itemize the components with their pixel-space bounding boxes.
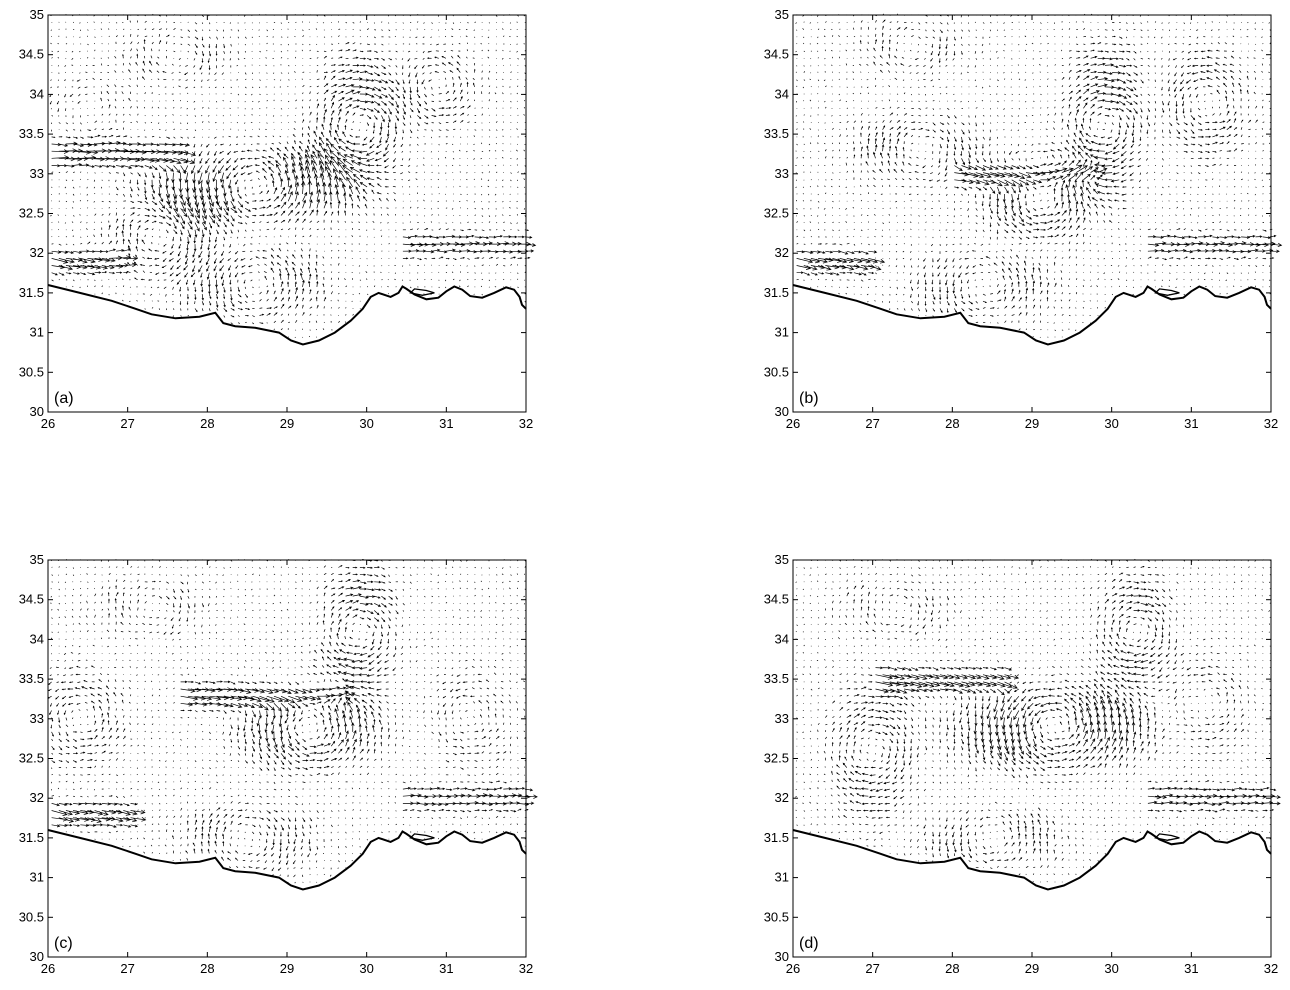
- panel-label: (c): [54, 935, 73, 952]
- coastline: [792, 284, 1272, 346]
- x-tick-label: 31: [439, 961, 453, 976]
- y-tick-label: 35: [30, 7, 44, 22]
- y-tick-label: 35: [30, 552, 44, 567]
- x-tick-label: 30: [1104, 961, 1118, 976]
- y-tick-label: 30: [30, 949, 44, 964]
- quiver-plot-c: 26 27 28 29 30 31 32 30 30.5 31 31.5 32 32.5 33 33.5 34…: [19, 552, 538, 976]
- panel-label: (d): [799, 935, 819, 952]
- panel-d: 26 27 28 29 30 31 32 30 30.5 31 31.5 32 32.5 33 33.5 34…: [745, 545, 1290, 990]
- plot-frame: [792, 559, 1272, 958]
- x-tick-label: 31: [439, 416, 453, 431]
- quiver-plot-a: 26 27 28 29 30 31 32 30 30.5 31 31.5 32 32.5 33 33.5 34…: [19, 7, 537, 431]
- y-tick-label: 31.5: [764, 285, 789, 300]
- x-tick-label: 29: [280, 416, 294, 431]
- x-tick-label: 27: [865, 961, 879, 976]
- x-tick-label: 28: [200, 961, 214, 976]
- y-tick-label: 31.5: [19, 830, 44, 845]
- y-tick-label: 33: [30, 711, 44, 726]
- panel-a: 26 27 28 29 30 31 32 30 30.5 31 31.5 32 32.5 33 33.5 34…: [0, 0, 560, 445]
- y-tick-label: 33.5: [19, 671, 44, 686]
- x-tick-label: 30: [1104, 416, 1118, 431]
- y-tick-label: 34: [775, 86, 789, 101]
- x-tick-label: 32: [1264, 416, 1278, 431]
- y-tick-label: 30.5: [19, 909, 44, 924]
- x-tick-label: 32: [519, 416, 533, 431]
- quiver-field: [49, 13, 537, 338]
- y-tick-label: 31.5: [764, 830, 789, 845]
- y-tick-label: 33: [775, 711, 789, 726]
- x-tick-label: 31: [1184, 961, 1198, 976]
- lagoon-outline: [409, 288, 435, 296]
- y-tick-label: 30.5: [764, 909, 789, 924]
- y-tick-label: 31.5: [19, 285, 44, 300]
- x-tick-label: 26: [786, 416, 800, 431]
- y-tick-label: 32: [775, 245, 789, 260]
- plot-frame: [47, 559, 527, 958]
- x-tick-label: 29: [280, 961, 294, 976]
- y-tick-label: 30.5: [764, 364, 789, 379]
- y-tick-label: 33.5: [764, 671, 789, 686]
- y-tick-label: 30.5: [19, 364, 44, 379]
- x-tick-label: 27: [120, 961, 134, 976]
- x-tick-label: 29: [1025, 416, 1039, 431]
- y-tick-label: 32: [30, 245, 44, 260]
- x-tick-label: 26: [41, 416, 55, 431]
- plot-frame: [792, 14, 1272, 413]
- y-tick-label: 31: [775, 870, 789, 885]
- y-tick-label: 34: [30, 631, 44, 646]
- coastline: [47, 284, 527, 346]
- y-tick-label: 31: [30, 870, 44, 885]
- quiver-plot-b: 26 27 28 29 30 31 32 30 30.5 31 31.5 32 32.5 33 33.5 34…: [764, 7, 1283, 431]
- y-tick-label: 35: [775, 552, 789, 567]
- plot-frame: [47, 14, 527, 413]
- y-tick-label: 34: [775, 631, 789, 646]
- x-tick-label: 28: [945, 961, 959, 976]
- x-tick-label: 26: [786, 961, 800, 976]
- x-tick-label: 26: [41, 961, 55, 976]
- x-tick-label: 29: [1025, 961, 1039, 976]
- quiver-field: [795, 13, 1283, 338]
- y-tick-label: 32.5: [764, 206, 789, 221]
- x-tick-label: 27: [865, 416, 879, 431]
- y-tick-label: 30: [775, 404, 789, 419]
- y-tick-label: 34.5: [19, 47, 44, 62]
- quiver-plot-d: 26 27 28 29 30 31 32 30 30.5 31 31.5 32 32.5 33 33.5 34…: [764, 552, 1281, 976]
- lagoon-outline: [1154, 833, 1180, 841]
- y-tick-label: 33: [775, 166, 789, 181]
- y-tick-label: 34: [30, 86, 44, 101]
- panel-label: (a): [54, 390, 74, 407]
- y-tick-label: 33: [30, 166, 44, 181]
- coastline: [47, 829, 527, 891]
- x-tick-label: 30: [359, 416, 373, 431]
- y-tick-label: 33.5: [19, 126, 44, 141]
- y-tick-label: 31: [775, 325, 789, 340]
- lagoon-outline: [1154, 288, 1180, 296]
- panel-c: 26 27 28 29 30 31 32 30 30.5 31 31.5 32 32.5 33 33.5 34…: [0, 545, 560, 990]
- y-tick-label: 34.5: [764, 592, 789, 607]
- y-tick-label: 32.5: [19, 206, 44, 221]
- quiver-field: [795, 558, 1281, 883]
- x-tick-label: 32: [1264, 961, 1278, 976]
- x-tick-label: 28: [200, 416, 214, 431]
- x-tick-label: 28: [945, 416, 959, 431]
- y-tick-label: 32.5: [19, 751, 44, 766]
- y-tick-label: 35: [775, 7, 789, 22]
- y-tick-label: 30: [775, 949, 789, 964]
- x-tick-label: 30: [359, 961, 373, 976]
- y-tick-label: 32: [30, 790, 44, 805]
- x-tick-label: 31: [1184, 416, 1198, 431]
- x-tick-label: 32: [519, 961, 533, 976]
- y-tick-label: 32.5: [764, 751, 789, 766]
- coastline: [792, 829, 1272, 891]
- x-tick-label: 27: [120, 416, 134, 431]
- panel-b: 26 27 28 29 30 31 32 30 30.5 31 31.5 32 32.5 33 33.5 34…: [745, 0, 1290, 445]
- lagoon-outline: [409, 833, 435, 841]
- y-tick-label: 30: [30, 404, 44, 419]
- y-tick-label: 31: [30, 325, 44, 340]
- y-tick-label: 34.5: [19, 592, 44, 607]
- y-tick-label: 32: [775, 790, 789, 805]
- y-tick-label: 34.5: [764, 47, 789, 62]
- y-tick-label: 33.5: [764, 126, 789, 141]
- panel-label: (b): [799, 390, 819, 407]
